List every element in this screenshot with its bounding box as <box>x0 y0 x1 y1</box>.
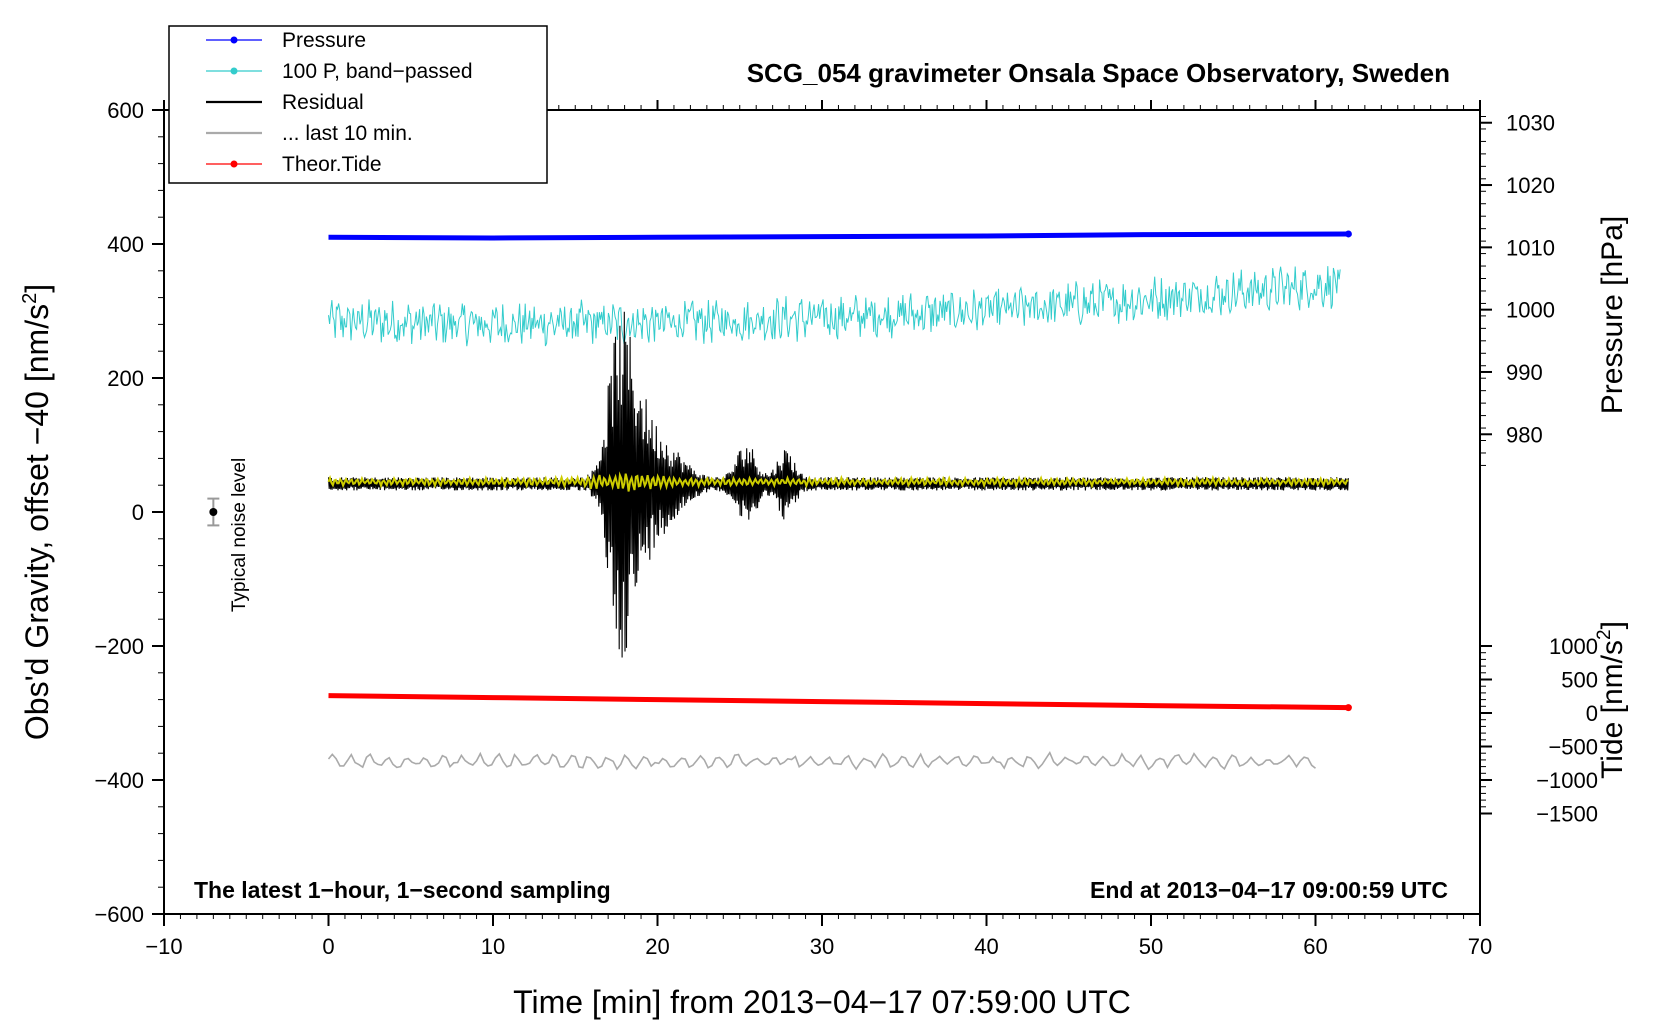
x-axis-label: Time [min] from 2013−04−17 07:59:00 UTC <box>513 984 1131 1020</box>
series-tide-line <box>328 693 1349 711</box>
x-tick-label-2: 10 <box>481 934 505 959</box>
y-tick-label-5: −400 <box>94 768 144 793</box>
right-axis-ticks: 1030 1020 1010 1000 990 980 1000 500 0 −500 −1000 −… <box>1480 111 1598 827</box>
x-tick-label-4: 30 <box>810 934 834 959</box>
y-axis-label-tide: Tide [nm/s2] <box>1594 621 1629 779</box>
x-tick-label-5: 40 <box>974 934 998 959</box>
series-bandpassed-line <box>328 266 1341 347</box>
noise-marker <box>207 497 220 527</box>
pressure-tick-label-3: 1000 <box>1506 298 1555 323</box>
tide-tick-label-3: −500 <box>1548 735 1598 760</box>
y-axis-label-tide-sup: 2 <box>1594 629 1615 640</box>
x-tick-label-8: 70 <box>1468 934 1492 959</box>
y-axis-label-tide-main: Tide [nm/s <box>1596 640 1629 779</box>
pressure-tick-label-0: 1030 <box>1506 111 1555 136</box>
x-tick-label-7: 60 <box>1303 934 1327 959</box>
y-axis-label-left-main: Obs'd Gravity, offset −40 [nm/s <box>19 304 55 740</box>
x-tick-label-6: 50 <box>1139 934 1163 959</box>
legend-label-4: Theor.Tide <box>282 153 382 176</box>
note-left: The latest 1−hour, 1−second sampling <box>194 877 611 903</box>
x-axis-ticks: −10 0 10 20 30 40 50 60 70 <box>145 100 1492 959</box>
pressure-tick-label-1: 1020 <box>1506 173 1555 198</box>
y-tick-label-3: 0 <box>132 500 144 525</box>
y-tick-label-6: −600 <box>94 902 144 927</box>
chart-title: SCG_054 gravimeter Onsala Space Observat… <box>747 58 1450 88</box>
tide-tick-label-5: −1500 <box>1536 802 1598 827</box>
pressure-tick-label-2: 1010 <box>1506 235 1555 260</box>
x-tick-label-0: −10 <box>145 934 182 959</box>
y-tick-label-2: 200 <box>107 366 144 391</box>
y-axis-label-pressure: Pressure [hPa] <box>1596 216 1629 414</box>
legend-marker-1 <box>230 67 238 75</box>
series-tide-end-point <box>1344 704 1352 712</box>
tide-tick-label-1: 500 <box>1561 668 1598 693</box>
legend: Pressure 100 P, band−passed Residual ... la… <box>168 25 548 184</box>
note-right: End at 2013−04−17 09:00:59 UTC <box>1090 877 1448 903</box>
y-axis-label-left-end: ] <box>19 284 55 293</box>
x-tick-label-3: 20 <box>645 934 669 959</box>
x-tick-label-1: 0 <box>322 934 334 959</box>
y-tick-label-1: 400 <box>107 232 144 257</box>
series-residual-lowpass-line <box>327 471 1349 492</box>
y-tick-label-0: 600 <box>107 98 144 123</box>
legend-label-3: ... last 10 min. <box>282 122 413 145</box>
tide-tick-label-4: −1000 <box>1536 768 1598 793</box>
tide-tick-label-0: 1000 <box>1549 634 1598 659</box>
y-axis-ticks: 600 400 200 0 −200 −400 −600 <box>94 98 164 927</box>
noise-label: Typical noise level <box>229 458 250 612</box>
y-axis-label-tide-end: ] <box>1596 621 1629 629</box>
y-axis-label-left: Obs'd Gravity, offset −40 [nm/s2] <box>19 284 55 740</box>
legend-marker-0 <box>230 36 238 44</box>
noise-point <box>209 508 218 516</box>
y-axis-label-left-sup: 2 <box>19 293 41 304</box>
legend-label-2: Residual <box>282 91 364 114</box>
legend-marker-4 <box>230 160 238 168</box>
series-pressure-end-point <box>1344 230 1352 238</box>
y-tick-label-4: −200 <box>94 634 144 659</box>
legend-label-0: Pressure <box>282 29 366 52</box>
series-pressure-line <box>328 231 1349 241</box>
series-last10-line <box>327 751 1316 771</box>
pressure-tick-label-4: 990 <box>1506 360 1543 385</box>
series-layer <box>327 230 1352 771</box>
tide-tick-label-2: 0 <box>1586 701 1598 726</box>
legend-box <box>168 25 548 184</box>
legend-label-1: 100 P, band−passed <box>282 60 473 83</box>
pressure-tick-label-5: 980 <box>1506 422 1543 447</box>
